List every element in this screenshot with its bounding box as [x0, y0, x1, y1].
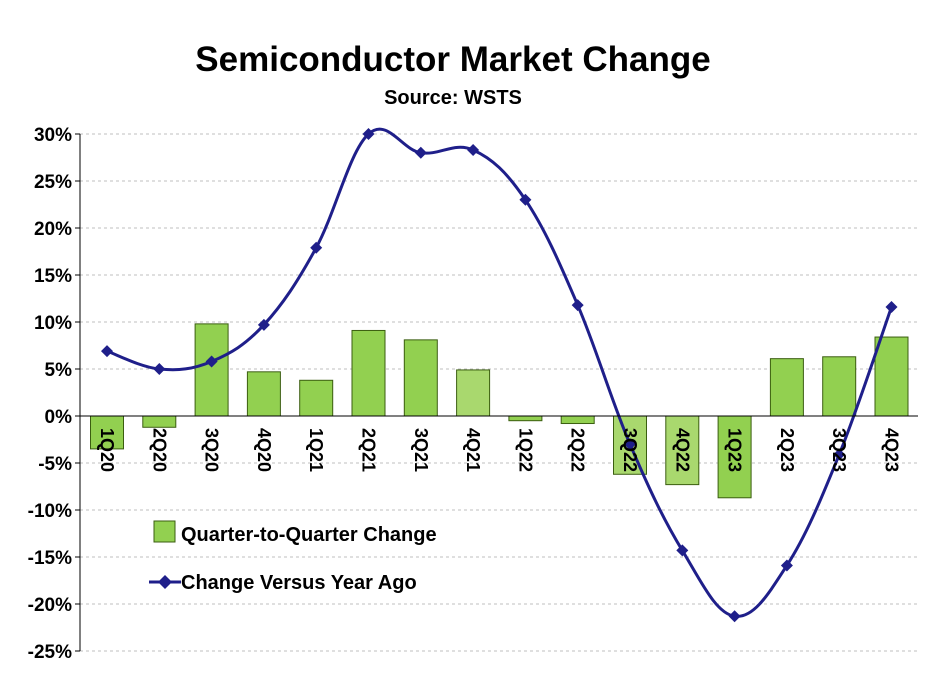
x-tick-label: 2Q20	[149, 428, 169, 472]
line-point-2Q21	[362, 128, 375, 140]
legend-label-bar: Quarter-to-Quarter Change	[181, 524, 437, 546]
line-point-3Q20	[205, 355, 218, 368]
bar-2Q22	[560, 415, 595, 425]
y-tick-label: 20%	[34, 219, 72, 240]
chart-subtitle: Source: WSTS	[384, 87, 522, 109]
x-tick-label: 4Q20	[254, 428, 274, 472]
bar-3Q20	[194, 323, 229, 417]
legend-marker-icon	[158, 575, 172, 589]
line-point-2Q23	[780, 559, 793, 572]
y-tick-label: 25%	[34, 172, 72, 193]
line-point-1Q20	[101, 345, 113, 358]
line-point-4Q21	[467, 143, 480, 156]
line-point-3Q23	[833, 448, 846, 461]
x-tick-label: 4Q23	[882, 428, 902, 472]
x-tick-label: 1Q22	[515, 428, 535, 472]
x-tick-label: 2Q23	[777, 428, 797, 472]
bar-2Q21	[351, 329, 386, 417]
x-tick-label: 3Q20	[202, 428, 222, 472]
line-point-1Q23	[728, 610, 741, 623]
bar-1Q23	[717, 415, 752, 499]
x-tick-label: 3Q21	[411, 428, 431, 472]
axes: 30% 25% 20% 15% 10% 5% 0% -5% -10% -15% -20% -25% 1Q…	[28, 125, 918, 663]
line-point-2Q22	[571, 299, 584, 312]
line-point-2Q20	[153, 363, 166, 375]
y-tick-label: 15%	[34, 266, 72, 287]
line-point-4Q23	[885, 300, 898, 313]
x-tick-label: 1Q23	[725, 428, 745, 472]
bar-4Q21	[456, 369, 491, 417]
legend-swatch-bar	[153, 520, 176, 543]
line-point-3Q21	[414, 146, 427, 159]
bar-1Q20	[90, 415, 124, 450]
legend-label-line: Change Versus Year Ago	[181, 572, 417, 594]
y-tick-label: -10%	[28, 501, 72, 522]
line-series	[101, 127, 898, 623]
bar-3Q23	[822, 356, 857, 417]
bar-4Q20	[246, 371, 281, 417]
x-tick-label: 2Q21	[359, 428, 379, 472]
x-tick-label: 3Q22	[620, 428, 640, 472]
x-tick-label: 4Q21	[463, 428, 483, 472]
bar-series	[90, 323, 909, 499]
bar-3Q22	[613, 415, 647, 475]
y-tick-label: 10%	[34, 313, 72, 334]
line-point-4Q20	[257, 318, 270, 331]
bar-2Q20	[142, 415, 177, 428]
chart-title: Semiconductor Market Change	[195, 40, 711, 79]
y-tick-label: 30%	[34, 125, 72, 146]
line-point-1Q21	[310, 241, 323, 254]
y-tick-label: -20%	[28, 595, 72, 616]
y-tick-label: 0%	[45, 407, 73, 428]
line-point-1Q22	[519, 193, 532, 206]
y-tick-label: -15%	[28, 548, 72, 569]
x-tick-label: 1Q20	[97, 428, 117, 472]
y-tick-label: -25%	[28, 642, 72, 663]
legend: Quarter-to-Quarter Change Change Versus …	[149, 520, 437, 594]
bar-4Q22	[665, 415, 700, 486]
bar-2Q23	[769, 358, 804, 417]
line-point-3Q22	[624, 438, 636, 451]
x-tick-label: 3Q23	[829, 428, 849, 472]
bar-1Q21	[299, 379, 334, 417]
bar-1Q22	[508, 415, 543, 422]
y-tick-label: 5%	[45, 360, 73, 381]
bar-3Q21	[403, 339, 438, 417]
x-tick-label: 4Q22	[672, 428, 692, 472]
y-tick-label: -5%	[38, 454, 72, 475]
line-point-4Q22	[676, 544, 689, 557]
x-tick-label: 1Q21	[306, 428, 326, 472]
bar-4Q23	[874, 336, 909, 417]
x-tick-label: 2Q22	[568, 428, 588, 472]
